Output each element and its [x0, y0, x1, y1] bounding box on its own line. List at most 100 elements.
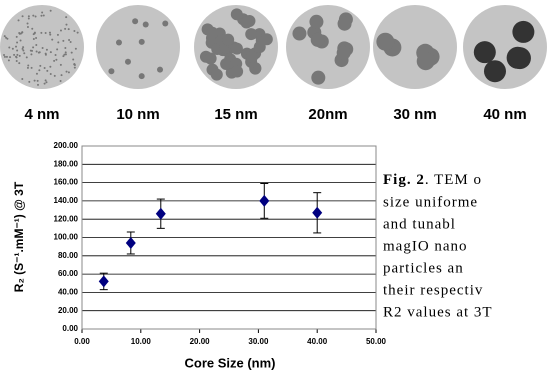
particle [18, 19, 20, 21]
particle [37, 84, 39, 86]
particle [60, 80, 62, 82]
particle [46, 49, 48, 51]
y-tick-label: 120.00 [54, 214, 79, 223]
caption-text: . TEM o [425, 172, 482, 188]
particle [338, 17, 352, 31]
x-tick-label: 50.00 [366, 337, 387, 346]
particle [62, 40, 64, 42]
particle [132, 18, 138, 24]
particle [37, 80, 39, 82]
particle [8, 59, 10, 61]
particle [28, 81, 30, 83]
particle [23, 52, 25, 54]
particle [16, 54, 18, 56]
x-tick-label: 20.00 [190, 337, 211, 346]
figure: Core Size (nm) R₂ (S⁻¹.mM⁻¹) @ 3T Fig. 2… [0, 0, 548, 371]
particle [108, 68, 114, 74]
particle [21, 32, 23, 34]
particle [44, 67, 46, 69]
particle [139, 73, 145, 79]
particle [12, 48, 14, 50]
particle [65, 24, 67, 26]
particle [246, 51, 258, 63]
particle [28, 18, 30, 20]
particle [31, 67, 33, 69]
particle [13, 54, 15, 56]
tem-image [0, 5, 84, 89]
particle [71, 52, 73, 54]
page: Core Size (nm) R₂ (S⁻¹.mM⁻¹) @ 3T Fig. 2… [0, 0, 548, 371]
panel-label: 20nm [308, 106, 347, 123]
caption-line: magIO nano [383, 238, 468, 254]
particle [42, 47, 44, 49]
caption-line: and tunabl [383, 216, 456, 232]
y-tick-label: 60.00 [58, 269, 79, 278]
particle [18, 62, 20, 64]
particle [143, 22, 149, 28]
particle [64, 47, 66, 49]
particle [53, 60, 55, 62]
particle [35, 44, 37, 46]
particle [20, 39, 22, 41]
particle [77, 32, 79, 34]
particle [27, 23, 29, 25]
point [126, 237, 136, 249]
particle [54, 75, 56, 77]
particle [16, 42, 18, 44]
particle [55, 54, 57, 56]
particle [34, 80, 36, 82]
x-tick-label: 30.00 [248, 337, 269, 346]
particle [211, 69, 223, 81]
particle [44, 83, 46, 85]
particle [60, 64, 62, 66]
particle [70, 41, 72, 43]
particle [31, 28, 33, 30]
y-tick-label: 160.00 [54, 178, 79, 187]
particle [38, 69, 40, 71]
particle [16, 56, 18, 58]
particle [26, 56, 28, 58]
panel-label: 40 nm [483, 106, 526, 123]
particle [73, 30, 75, 32]
particle [22, 15, 24, 17]
point [312, 207, 322, 219]
particle [16, 49, 18, 51]
particle [4, 56, 6, 58]
point [156, 208, 166, 220]
particle [222, 34, 234, 46]
particle [240, 17, 252, 29]
particle [206, 27, 218, 39]
particle [245, 28, 257, 40]
y-tick-label: 180.00 [54, 159, 79, 168]
x-tick-label: 10.00 [131, 337, 152, 346]
caption-line: Fig. 2. TEM o [383, 172, 482, 188]
particle [30, 53, 32, 55]
particle [65, 51, 67, 53]
particle [309, 15, 323, 29]
caption-line: particles an [383, 260, 464, 276]
panel-label: 30 nm [393, 106, 436, 123]
particle [27, 26, 29, 28]
tem-image [286, 5, 370, 89]
particle [162, 20, 168, 26]
tem-image [96, 5, 180, 89]
particle [45, 81, 47, 83]
particle [157, 67, 163, 73]
particle [68, 71, 70, 73]
y-tick-label: 0.00 [62, 324, 78, 333]
panel-label: 10 nm [116, 106, 159, 123]
particle [49, 66, 51, 68]
particle [72, 58, 74, 60]
particle [63, 54, 65, 56]
particle [125, 59, 131, 65]
particle [292, 27, 306, 41]
particle [32, 46, 34, 48]
y-tick-label: 20.00 [58, 306, 79, 315]
particle [22, 46, 24, 48]
particle [31, 50, 33, 52]
particle [27, 65, 29, 67]
particle [46, 70, 48, 72]
point [99, 275, 109, 287]
particle [484, 60, 506, 82]
y-tick-label: 40.00 [58, 288, 79, 297]
